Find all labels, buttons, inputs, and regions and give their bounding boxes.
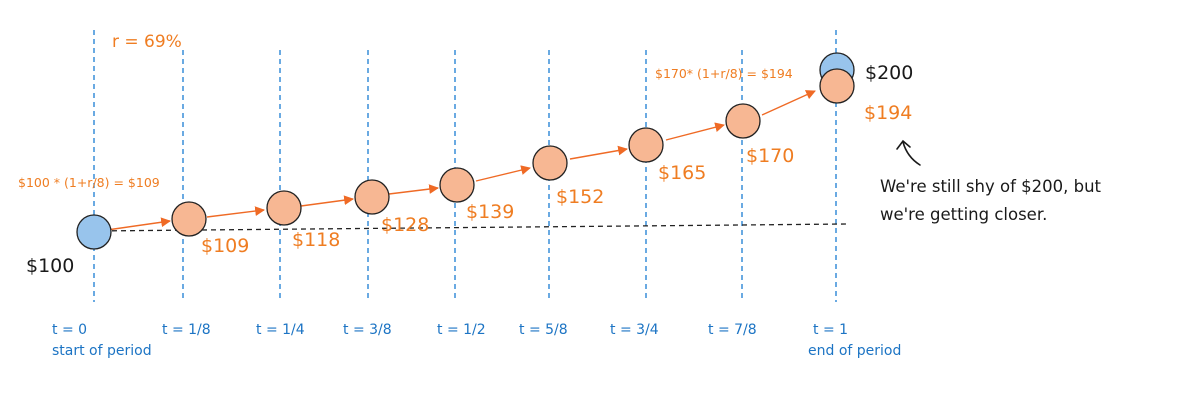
value-label-t3-4: $165	[658, 162, 706, 184]
note-line-2: we're getting closer.	[880, 205, 1047, 224]
time-label-t0: t = 0	[52, 322, 87, 338]
value-label-t1: $194	[864, 102, 912, 124]
time-label-t1-4: t = 1/4	[256, 322, 305, 338]
time-label-t1-2: t = 1/2	[437, 322, 486, 338]
start-value: $100	[26, 255, 74, 277]
value-label-t1-8: $109	[201, 235, 249, 257]
value-label-t5-8: $152	[556, 186, 604, 208]
curved-arrow-icon	[896, 139, 921, 166]
value-label-t1-4: $118	[292, 229, 340, 251]
value-label-t7-8: $170	[746, 145, 794, 167]
rate-label: r = 69%	[112, 32, 182, 52]
time-label-t1-8: t = 1/8	[162, 322, 211, 338]
node-t3-8	[354, 179, 390, 215]
node-t3-4	[628, 127, 664, 163]
node-t1-2	[439, 167, 475, 203]
note-line-1: We're still shy of $200, but	[880, 177, 1102, 196]
time-label-t3-8: t = 3/8	[343, 322, 392, 338]
arrow-2	[206, 206, 265, 218]
growth-arrows	[106, 90, 816, 231]
arrow-1	[106, 217, 171, 231]
arrow-4	[388, 184, 439, 195]
last-formula: $170* (1+r/8) = $194	[655, 66, 793, 81]
time-label-t7-8: t = 7/8	[708, 322, 757, 338]
end-caption: end of period	[808, 343, 901, 359]
value-label-t3-8: $128	[381, 214, 429, 236]
time-label-t5-8: t = 5/8	[519, 322, 568, 338]
node-t5-8	[532, 145, 568, 181]
arrow-7	[665, 122, 725, 141]
compound-nodes	[171, 68, 855, 237]
first-formula: $100 * (1+r/8) = $109	[18, 175, 160, 190]
start-caption: start of period	[52, 343, 152, 359]
arrow-8	[761, 90, 816, 116]
node-t1-4	[266, 190, 302, 226]
target-value: $200	[865, 62, 913, 84]
arrow-6	[569, 145, 628, 160]
time-label-t1: t = 1	[813, 322, 848, 338]
node-t7-8	[725, 103, 761, 139]
node-t1-8	[171, 201, 207, 237]
node-t1	[819, 68, 855, 104]
baseline	[93, 223, 847, 232]
value-label-t1-2: $139	[466, 201, 514, 223]
value-labels: $109 $118 $128 $139 $152 $165 $170 $194	[201, 102, 912, 257]
arrow-5	[475, 165, 531, 182]
arrow-3	[300, 195, 354, 207]
time-label-t3-4: t = 3/4	[610, 322, 659, 338]
time-labels: t = 0 t = 1/8 t = 1/4 t = 3/8 t = 1/2 t …	[52, 322, 848, 338]
start-node	[76, 214, 112, 250]
